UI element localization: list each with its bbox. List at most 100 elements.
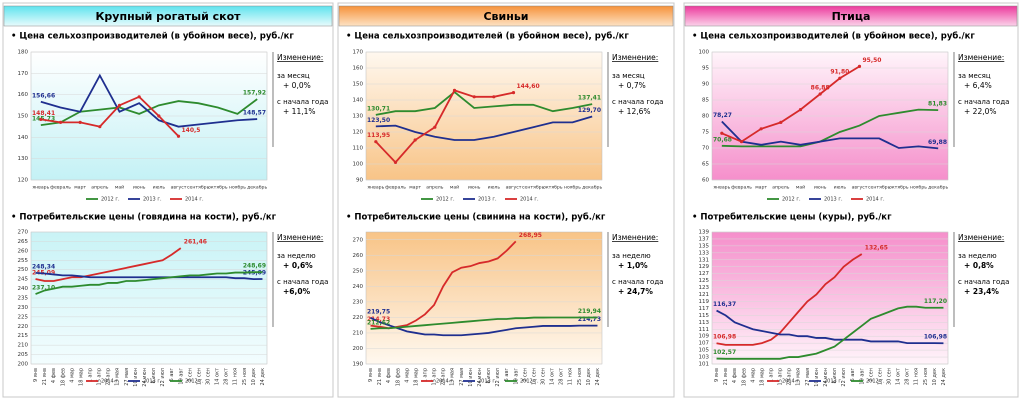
x-tick-label: ноябрь (910, 185, 927, 191)
point-marker (39, 117, 43, 121)
value-label: 129,70 (578, 107, 601, 114)
x-tick-label: июнь (814, 186, 827, 191)
x-tick-label: октябрь (208, 185, 228, 191)
point-marker (779, 120, 783, 124)
x-tick-label: 24 июн (477, 368, 483, 387)
change-heading: Изменение: (958, 53, 1004, 62)
x-tick-label: 5 авг (169, 368, 175, 382)
x-tick-label: август (506, 186, 522, 191)
chart-title: • Цена сельхозпроизводителей (в убойном … (692, 31, 975, 42)
point-marker (374, 140, 378, 144)
value-label: 86,88 (811, 84, 830, 91)
y-tick-label: 130 (18, 156, 29, 162)
x-tick-label: 22 июл (841, 368, 847, 387)
chart-title: • Потребительские цены (говядина на кост… (11, 212, 277, 223)
series-line (721, 108, 939, 148)
point-marker (413, 138, 417, 142)
y-tick-label: 205 (18, 352, 29, 358)
x-tick-label: сентябрь (868, 185, 891, 191)
change-value: + 11,1% (283, 107, 316, 116)
x-tick-label: 9 янв (33, 368, 39, 382)
x-tick-label: 30 сен (887, 368, 893, 385)
x-tick-label: 9 янв (368, 368, 374, 382)
y-tick-label: 129 (699, 264, 710, 270)
x-tick-label: 21 янв (42, 368, 48, 385)
y-tick-label: 230 (18, 305, 29, 311)
x-tick-label: 27 мая (805, 368, 811, 386)
change-heading: Изменение: (612, 53, 658, 62)
point-marker (452, 88, 457, 92)
value-label: 81,83 (928, 101, 947, 108)
y-tick-label: 110 (353, 146, 364, 152)
point-marker (818, 92, 822, 96)
value-label: 106,98 (713, 334, 736, 341)
y-tick-label: 210 (18, 343, 29, 349)
x-tick-label: июль (153, 186, 166, 191)
x-tick-label: 9 янв (714, 368, 720, 382)
x-tick-label: 29 апр (106, 368, 112, 385)
x-tick-label: октябрь (543, 185, 563, 191)
value-label: 214,73 (578, 316, 601, 323)
x-tick-label: 8 июл (486, 368, 492, 383)
y-tick-label: 255 (18, 258, 29, 264)
point-marker (492, 95, 496, 99)
y-tick-label: 200 (18, 362, 29, 368)
legend-label: 2013 г. (824, 379, 843, 385)
x-tick-label: 24 дек (260, 368, 266, 386)
x-tick-label: 4 мар (404, 368, 410, 383)
x-tick-label: февраль (731, 185, 752, 191)
x-tick-label: 28 окт (559, 368, 565, 385)
point-marker (58, 120, 63, 124)
x-tick-label: 25 ноя (923, 368, 929, 385)
change-label: за месяц (277, 72, 310, 80)
change-value: + 6,4% (964, 81, 992, 90)
legend-label: 2013 г. (143, 379, 162, 385)
value-label: 78,27 (713, 112, 732, 119)
x-tick-label: 13 мая (796, 368, 802, 386)
point-marker (433, 125, 437, 129)
value-label: 237,10 (32, 285, 55, 292)
change-label: с начала года (958, 278, 1009, 286)
x-tick-label: январь (367, 186, 384, 191)
x-tick-label: июнь (468, 186, 481, 191)
value-label: 219,94 (578, 308, 601, 315)
x-tick-label: 21 янв (377, 368, 383, 385)
change-label: за месяц (958, 72, 991, 80)
change-label: за неделю (612, 252, 651, 260)
x-tick-label: 5 авг (850, 368, 856, 382)
value-label: 91,80 (830, 69, 849, 76)
x-tick-label: 1 апр (423, 368, 429, 382)
y-tick-label: 85 (702, 98, 709, 104)
value-label: 157,92 (243, 90, 266, 97)
value-label: 70,68 (713, 136, 732, 143)
change-label: с начала года (958, 98, 1009, 106)
value-label: 261,46 (184, 239, 207, 246)
y-tick-label: 137 (699, 236, 710, 242)
value-label: 140,5 (182, 127, 201, 134)
y-tick-label: 113 (699, 320, 710, 326)
x-tick-label: 4 фев (51, 368, 57, 383)
x-tick-label: 4 мар (750, 368, 756, 383)
y-tick-label: 60 (702, 178, 709, 184)
legend-label: 2012 г. (520, 379, 539, 385)
change-heading: Изменение: (958, 233, 1004, 242)
change-value: + 0,8% (964, 261, 994, 270)
series-line (40, 73, 258, 128)
x-tick-label: 1 апр (88, 368, 94, 382)
x-tick-label: 13 мая (115, 368, 121, 386)
change-label: с начала года (277, 98, 328, 106)
legend-label: 2012 г. (185, 379, 204, 385)
panel-header (3, 5, 333, 27)
x-tick-label: 27 мая (124, 368, 130, 386)
x-tick-label: 29 апр (787, 368, 793, 385)
plot-area (711, 231, 949, 365)
x-tick-label: апрель (426, 186, 443, 191)
change-value: + 12,6% (618, 107, 651, 116)
y-tick-label: 90 (356, 178, 363, 184)
x-tick-label: апрель (91, 186, 108, 191)
y-tick-label: 131 (699, 257, 710, 263)
chart-title: • Потребительские цены (куры), руб./кг (692, 212, 892, 223)
y-tick-label: 75 (702, 130, 709, 136)
y-tick-label: 90 (702, 82, 709, 88)
value-label: 130,71 (367, 105, 390, 112)
